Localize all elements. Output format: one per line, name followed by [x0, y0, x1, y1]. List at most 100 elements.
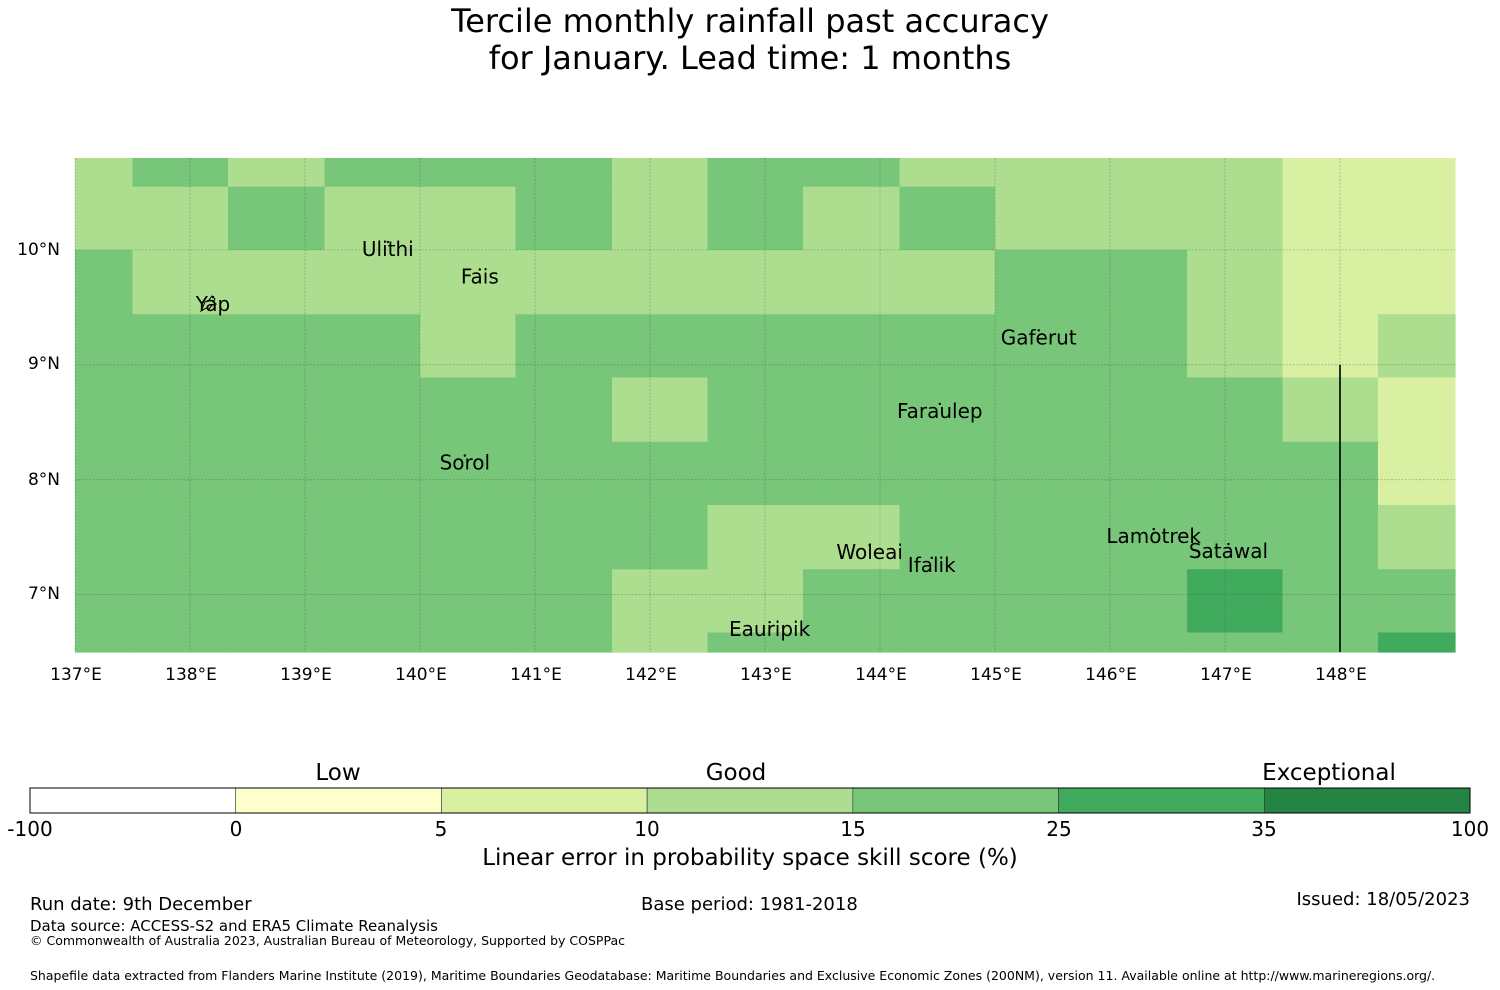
data-source: Data source: ACCESS-S2 and ERA5 Climate … [30, 917, 438, 935]
grid-cell [802, 441, 901, 506]
grid-cell [1377, 186, 1456, 251]
grid-cell [227, 377, 326, 443]
grid-cell [1090, 186, 1188, 251]
grid-cell [802, 632, 901, 653]
grid-cell [612, 377, 709, 443]
grid-cell [227, 504, 326, 570]
shapefile-credit: Shapefile data extracted from Flanders M… [30, 968, 1436, 983]
grid-cell [1377, 314, 1456, 379]
island-marker [1152, 527, 1155, 531]
grid-cell [899, 569, 996, 634]
grid-cell [324, 632, 421, 653]
grid-cell [1090, 377, 1188, 443]
grid-cell [1187, 186, 1284, 251]
grid-cell [324, 504, 421, 570]
place-labels: Yap Ulithi Fais Gaferut Faraulep Sorol WoleaiI… [195, 237, 1268, 641]
lat-label-9n: 9°N [27, 354, 60, 374]
lon-label-142e: 142°E [625, 665, 677, 685]
grid-cell [132, 186, 229, 251]
grid-cell [420, 377, 517, 443]
place-label: Sorol [440, 451, 491, 475]
grid-cell [1377, 569, 1456, 634]
grid-cell [707, 158, 804, 188]
island-marker [1037, 329, 1040, 332]
grid-cell [899, 249, 996, 315]
grid-cell [1377, 441, 1456, 506]
base-period: Base period: 1981-2018 [641, 894, 858, 915]
grid-cell [612, 186, 709, 251]
grid-cell [995, 249, 1092, 315]
grid-cell [1090, 632, 1188, 653]
grid-cell [227, 569, 326, 634]
place-label: Lamotrek [1106, 524, 1201, 548]
grid-cell [802, 504, 901, 570]
grid-cell [75, 504, 134, 570]
grid-cell [707, 569, 804, 634]
grid-cell [1090, 249, 1188, 315]
colorbar-segment [1058, 787, 1265, 814]
grid-cell [995, 377, 1092, 443]
grid-cell [612, 314, 709, 379]
grid-cell [515, 186, 613, 251]
grid-cell [802, 186, 901, 251]
grid-cell [1090, 569, 1188, 634]
grid-cell [802, 314, 901, 379]
grid-cell [75, 377, 134, 443]
lon-label-143e: 143°E [740, 665, 792, 685]
grid-cell [324, 249, 421, 315]
grid-cell [995, 158, 1092, 188]
grid-cell [1090, 441, 1188, 506]
grid-cell [132, 314, 229, 379]
grid-cell [227, 158, 326, 188]
grid-cell [899, 504, 996, 570]
grid-cell [1377, 377, 1456, 443]
grid-cell [420, 504, 517, 570]
grid-cell [1282, 504, 1379, 570]
grid-cell [132, 249, 229, 315]
colorbar-frame [29, 787, 1471, 814]
map-title-line-1: Tercile monthly rainfall past accuracy [451, 2, 1049, 40]
lat-label-10n: 10°N [17, 240, 60, 260]
grid-cell [75, 632, 134, 653]
grid-cell [995, 632, 1092, 653]
grid-cell [324, 158, 421, 188]
colorbar-segment [852, 787, 1059, 814]
island-marker [386, 240, 389, 244]
island-marker [930, 556, 933, 560]
grid-cell [324, 441, 421, 506]
skill-grid [75, 158, 1456, 653]
grid-cell [1282, 377, 1379, 443]
grid-cell [227, 249, 326, 315]
grid-cell [324, 314, 421, 379]
place-label: Yap [195, 292, 230, 316]
place-label: Satawal [1189, 539, 1268, 563]
category-low: Low [315, 760, 361, 786]
place-label: Fais [461, 264, 499, 288]
grid-cell [612, 632, 709, 653]
grid-cell [707, 632, 804, 653]
grid-cell [1282, 569, 1379, 634]
lon-label-138e: 138°E [165, 665, 217, 685]
grid-cell [899, 314, 996, 379]
grid-cell [75, 441, 134, 506]
grid-cell [75, 158, 134, 188]
yap-island-outline [199, 295, 218, 313]
island-marker [1227, 542, 1230, 546]
island-marker [478, 268, 481, 271]
grid-cell [1282, 441, 1379, 506]
island-marker [868, 544, 871, 547]
grid-cell [899, 377, 996, 443]
grid-cell [612, 249, 709, 315]
colorbar-tick-5: 5 [434, 817, 448, 841]
grid-cell [612, 441, 709, 506]
grid-cell [612, 504, 709, 570]
grid-cell [899, 441, 996, 506]
grid-cell [324, 377, 421, 443]
grid-cell [132, 441, 229, 506]
grid-cell [612, 569, 709, 634]
skill-score-map: Yap Ulithi Fais Gaferut Faraulep Sorol WoleaiI… [74, 158, 1456, 653]
run-date: Run date: 9th December [30, 894, 252, 915]
colorbar-segment [1263, 787, 1471, 814]
grid-cell [1187, 441, 1284, 506]
grid-cell [802, 249, 901, 315]
